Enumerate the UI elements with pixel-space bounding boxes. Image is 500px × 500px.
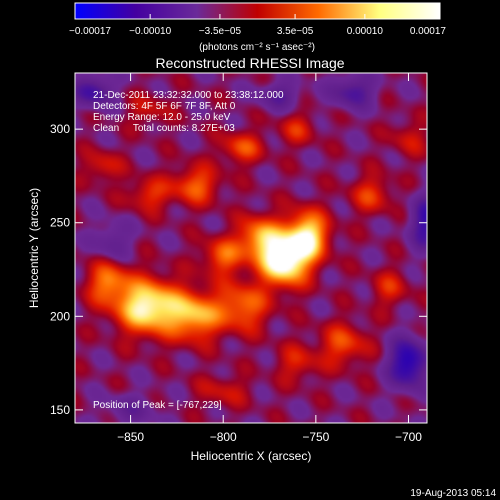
colorbar-tick-label: −0.00010 <box>129 26 171 37</box>
colorbar-tick-label: −3.5e−05 <box>199 26 242 37</box>
x-tick-label: −800 <box>210 430 237 444</box>
info-clean-counts: Clean Total counts: 8.27E+03 <box>93 123 235 134</box>
y-axis-label: Heliocentric Y (arcsec) <box>27 188 41 308</box>
observation-info: 21-Dec-2011 23:32:32.000 to 23:38:12.000… <box>93 90 284 134</box>
colorbar-tick-label: 0.00010 <box>347 26 384 37</box>
heatmap-plot: −850 −800 −750 −700 150 200 250 300 <box>50 72 428 444</box>
y-tick-label: 200 <box>50 309 70 323</box>
colorbar-tick-label: 0.00017 <box>410 26 447 37</box>
x-tick-label: −850 <box>117 430 144 444</box>
y-tick-label: 300 <box>50 122 70 136</box>
heatmap-canvas <box>75 73 427 423</box>
colorbar-tick-label: 3.5e−05 <box>277 26 314 37</box>
colorbar: −0.00017 −0.00010 −3.5e−05 3.5e−05 0.00010 0.… <box>69 2 446 53</box>
colorbar-gradient <box>74 2 441 20</box>
y-tick-label: 250 <box>50 216 70 230</box>
colorbar-units: (photons cm⁻² s⁻¹ asec⁻²) <box>199 42 315 53</box>
x-axis-label: Heliocentric X (arcsec) <box>191 449 312 463</box>
info-energy-range: Energy Range: 12.0 - 25.0 keV <box>93 112 231 123</box>
chart-title: Reconstructed RHESSI Image <box>155 55 344 71</box>
info-time-range: 21-Dec-2011 23:32:32.000 to 23:38:12.000 <box>93 90 284 101</box>
colorbar-tick-label: −0.00017 <box>69 26 111 37</box>
plot-frame <box>74 72 428 424</box>
x-tick-label: −750 <box>302 430 329 444</box>
render-timestamp: 19-Aug-2013 05:14 <box>410 488 496 499</box>
info-detectors: Detectors: 4F 5F 6F 7F 8F, Att 0 <box>93 101 236 112</box>
colorbar-ticks: −0.00017 −0.00010 −3.5e−05 3.5e−05 0.00010 0.… <box>69 14 446 37</box>
axis-ticks: −850 −800 −750 −700 150 200 250 300 <box>50 73 427 444</box>
x-tick-label: −700 <box>395 430 422 444</box>
y-tick-label: 150 <box>50 403 70 417</box>
peak-position: Position of Peak = [-767,229] <box>93 400 222 411</box>
